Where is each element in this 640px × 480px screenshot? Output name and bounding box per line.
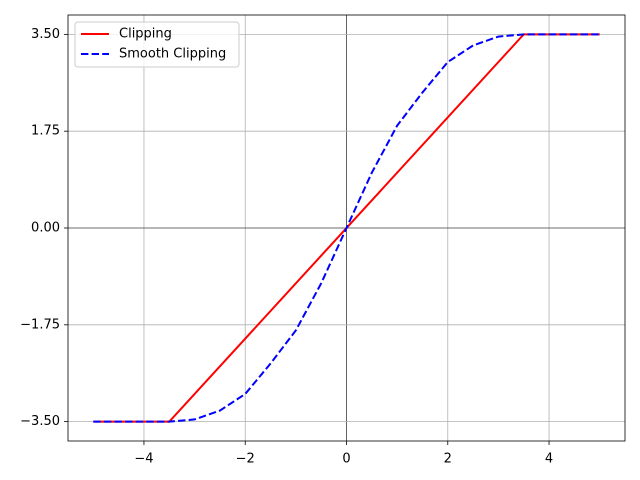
x-tick-label: 4 — [545, 452, 553, 467]
x-tick-label: 2 — [444, 452, 452, 467]
series-line — [93, 33, 600, 423]
y-tick-label: −1.75 — [20, 317, 60, 332]
y-tick-label: 3.50 — [31, 27, 60, 42]
x-tick-label: −2 — [236, 452, 255, 467]
y-tick-label: 1.75 — [31, 124, 60, 139]
legend-label: Smooth Clipping — [119, 47, 226, 62]
legend-label: Clipping — [119, 27, 172, 42]
legend-box — [74, 21, 240, 68]
x-tick-label: 0 — [342, 452, 350, 467]
y-tick-label: −3.50 — [20, 414, 60, 429]
x-tick-label: −4 — [134, 452, 153, 467]
y-tick-label: 0.00 — [31, 221, 60, 236]
plot-frame — [67, 14, 626, 442]
